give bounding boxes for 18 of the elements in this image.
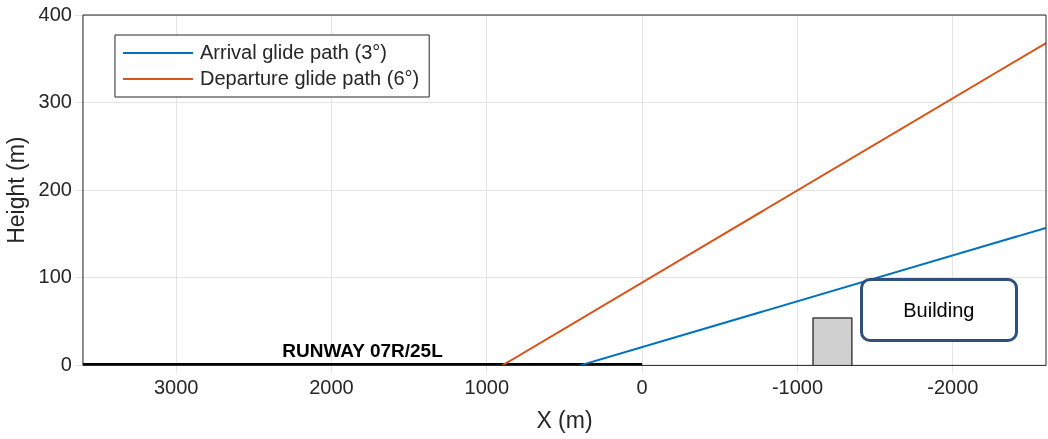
x-axis-title: X (m) (536, 406, 593, 433)
x-tick-label: -2000 (927, 375, 979, 398)
y-tick-label: 300 (38, 90, 72, 113)
x-tick-label: 2000 (309, 375, 354, 398)
legend-label: Departure glide path (6°) (199, 66, 420, 89)
callout-box: Building (859, 278, 1018, 343)
x-tick-label: 3000 (153, 375, 199, 398)
x-tick-label: 1000 (464, 375, 510, 398)
y-tick-label: 0 (60, 352, 72, 375)
y-tick-label: 100 (38, 265, 72, 288)
y-tick-label: 400 (38, 2, 72, 25)
legend-label: Arrival glide path (3°) (199, 40, 387, 63)
annotation: Building (903, 298, 975, 322)
y-tick-label: 200 (38, 177, 72, 200)
x-tick-label: -1000 (771, 375, 824, 398)
annotation: RUNWAY 07R/25L (282, 340, 443, 363)
y-axis-title: Height (m) (3, 136, 30, 244)
x-tick-label: 0 (636, 375, 648, 398)
